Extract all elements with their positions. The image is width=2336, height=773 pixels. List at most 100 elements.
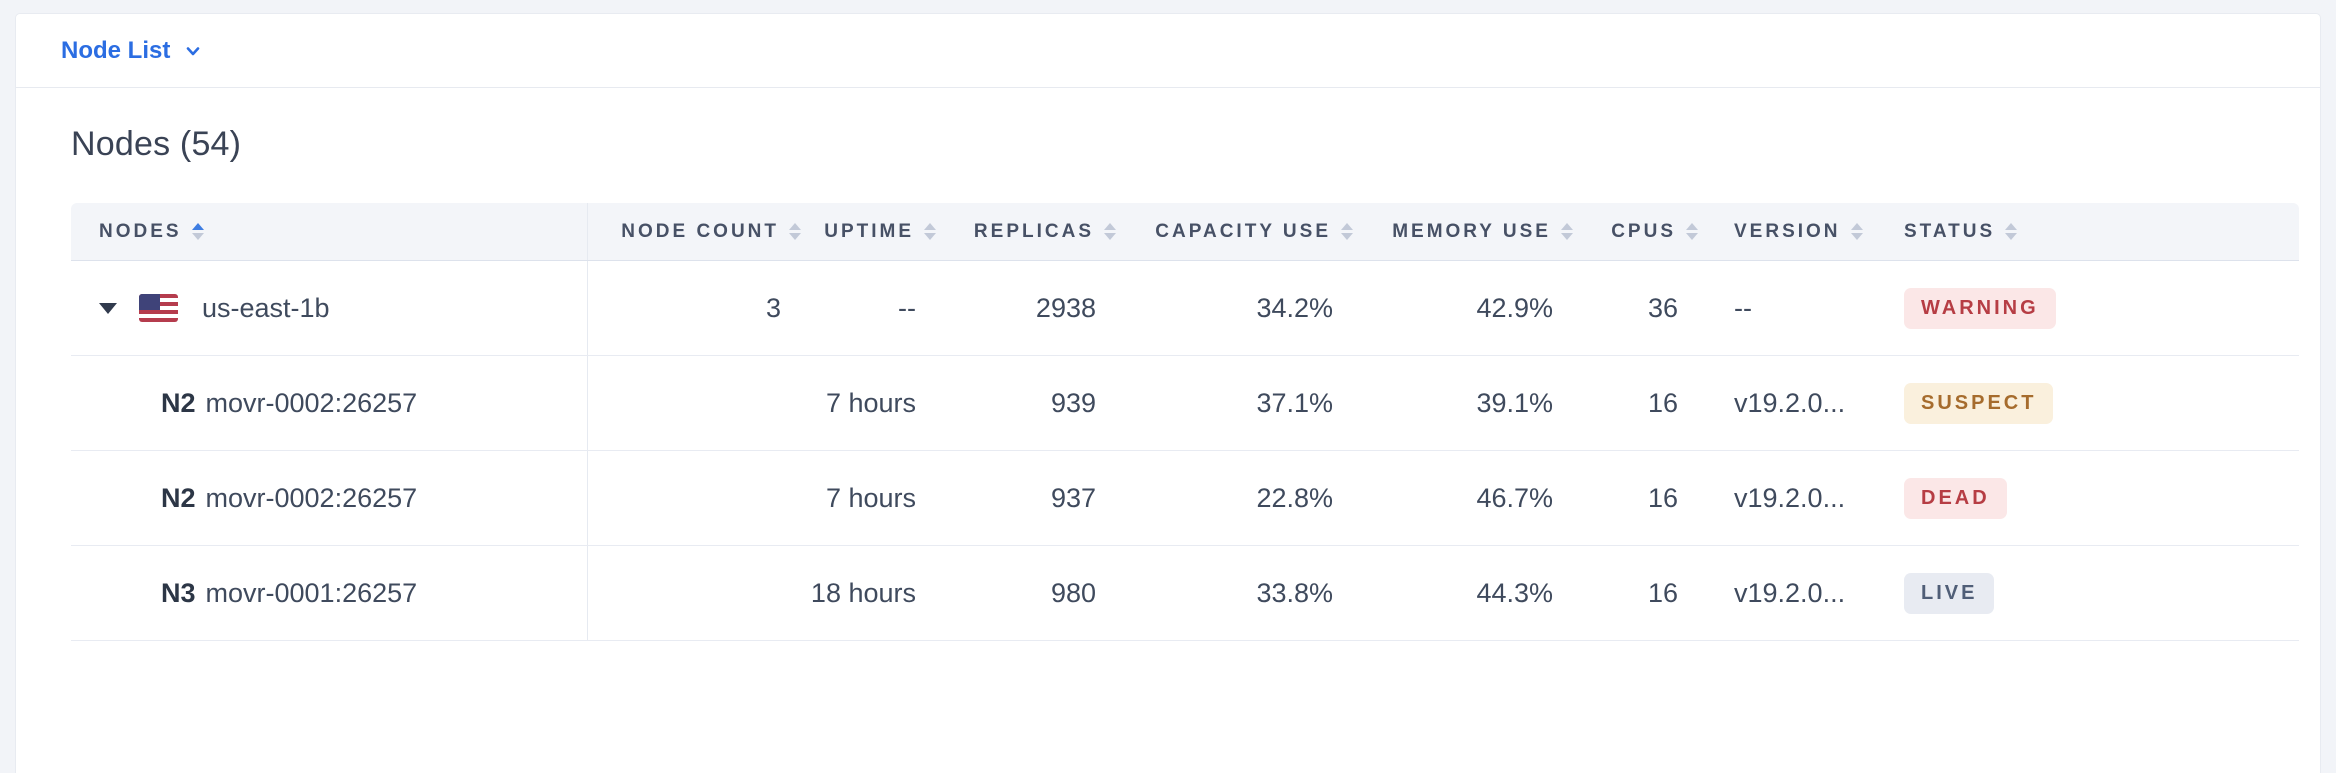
column-header-status[interactable]: STATUS	[1889, 203, 2299, 260]
sort-arrow-up-icon	[1341, 223, 1353, 230]
region-name: us-east-1b	[202, 292, 330, 323]
capacity-use-cell: 22.8%	[1256, 482, 1333, 513]
status-badge: LIVE	[1904, 572, 1995, 614]
version-cell: v19.2.0...	[1734, 387, 1846, 418]
cpus-cell: 16	[1647, 577, 1678, 608]
column-header-memory-use[interactable]: MEMORY USE	[1353, 203, 1573, 260]
table-row-node[interactable]: N3 movr-0001:26257 18 hours 980 33.8% 44.3% 16…	[71, 546, 2299, 641]
column-header-cpus[interactable]: CPUS	[1573, 203, 1698, 260]
column-header-label: UPTIME	[824, 220, 914, 242]
sort-arrow-up-icon	[2005, 223, 2018, 230]
capacity-use-cell: 34.2%	[1256, 292, 1333, 323]
node-name-cell: N2 movr-0002:26257	[71, 451, 588, 545]
sort-arrow-down-icon	[2005, 233, 2018, 240]
uptime-cell: 18 hours	[810, 577, 916, 608]
sort-icon	[924, 223, 936, 240]
column-header-label: NODES	[99, 220, 182, 242]
node-list-dropdown[interactable]: Node List	[61, 37, 204, 65]
sort-arrow-up-icon	[924, 223, 936, 230]
replicas-cell: 980	[1050, 577, 1096, 608]
table-body: us-east-1b 3 -- 2938 34.2% 42.9% 36 -- WARNING N2…	[71, 261, 2299, 641]
node-id: N2	[161, 482, 196, 513]
sort-arrow-up-icon	[789, 223, 801, 230]
sort-icon	[1686, 223, 1698, 240]
column-header-label: CPUS	[1611, 220, 1676, 242]
page-title: Nodes (54)	[71, 125, 242, 163]
status-badge: DEAD	[1904, 477, 2007, 519]
column-header-nodes[interactable]: NODES	[71, 203, 588, 260]
column-header-node-count[interactable]: NODE COUNT	[588, 203, 801, 260]
node-id: N2	[161, 387, 196, 418]
uptime-cell: 7 hours	[825, 387, 916, 418]
sort-arrow-down-icon	[191, 233, 204, 240]
column-header-label: REPLICAS	[973, 220, 1094, 242]
status-cell: SUSPECT	[1889, 356, 2299, 450]
column-header-label: CAPACITY USE	[1155, 220, 1331, 242]
cpus-cell: 36	[1647, 292, 1678, 323]
cpus-cell: 16	[1647, 482, 1678, 513]
node-id: N3	[161, 577, 196, 608]
sort-arrow-down-icon	[1104, 233, 1116, 240]
table-row-node[interactable]: N2 movr-0002:26257 7 hours 939 37.1% 39.1% 16 v…	[71, 356, 2299, 451]
node-list-dropdown-label: Node List	[61, 36, 171, 64]
version-cell: --	[1734, 292, 1752, 323]
node-count-cell: 3	[765, 292, 781, 323]
status-cell: WARNING	[1889, 261, 2299, 355]
node-address: movr-0002:26257	[205, 482, 418, 513]
sort-arrow-up-icon	[1686, 223, 1698, 230]
sort-arrow-up-icon	[191, 223, 204, 230]
sort-icon	[1850, 223, 1863, 240]
memory-use-cell: 42.9%	[1476, 292, 1553, 323]
memory-use-cell: 44.3%	[1476, 577, 1553, 608]
sort-icon	[1561, 223, 1573, 240]
sort-arrow-down-icon	[1686, 233, 1698, 240]
table-row-node[interactable]: N2 movr-0002:26257 7 hours 937 22.8% 46.7% 16 v…	[71, 451, 2299, 546]
uptime-cell: 7 hours	[825, 482, 916, 513]
chevron-down-icon	[187, 46, 200, 55]
sort-arrow-down-icon	[1850, 233, 1863, 240]
capacity-use-cell: 37.1%	[1256, 387, 1333, 418]
column-header-replicas[interactable]: REPLICAS	[936, 203, 1116, 260]
node-address: movr-0001:26257	[205, 577, 418, 608]
node-list-card: Node List Nodes (54) NODES NODE COUNT UPTI…	[15, 13, 2321, 773]
version-cell: v19.2.0...	[1734, 577, 1846, 608]
sort-arrow-up-icon	[1561, 223, 1573, 230]
node-count-cell	[588, 356, 801, 450]
memory-use-cell: 39.1%	[1476, 387, 1553, 418]
sort-arrow-up-icon	[1850, 223, 1863, 230]
table-row-region[interactable]: us-east-1b 3 -- 2938 34.2% 42.9% 36 -- WARNING	[71, 261, 2299, 356]
sort-icon	[191, 223, 204, 240]
column-header-label: NODE COUNT	[621, 220, 779, 242]
sort-arrow-down-icon	[1341, 233, 1353, 240]
version-cell: v19.2.0...	[1734, 482, 1846, 513]
column-header-label: MEMORY USE	[1392, 220, 1551, 242]
column-header-version[interactable]: VERSION	[1698, 203, 1889, 260]
node-count-cell	[588, 451, 801, 545]
status-badge: SUSPECT	[1904, 382, 2054, 424]
sort-icon	[1341, 223, 1353, 240]
sort-icon	[1104, 223, 1116, 240]
expand-caret-icon[interactable]	[99, 302, 117, 314]
node-address: movr-0002:26257	[205, 387, 418, 418]
column-header-label: VERSION	[1734, 220, 1841, 242]
node-name-cell: N2 movr-0002:26257	[71, 356, 588, 450]
cpus-cell: 16	[1647, 387, 1678, 418]
sort-arrow-down-icon	[1561, 233, 1573, 240]
view-switcher-bar: Node List	[16, 14, 2320, 88]
us-flag-icon	[139, 294, 178, 322]
node-name-cell: N3 movr-0001:26257	[71, 546, 588, 640]
column-header-uptime[interactable]: UPTIME	[801, 203, 936, 260]
uptime-cell: --	[898, 292, 916, 323]
replicas-cell: 2938	[1035, 292, 1096, 323]
sort-arrow-up-icon	[1104, 223, 1116, 230]
column-header-capacity-use[interactable]: CAPACITY USE	[1116, 203, 1353, 260]
node-count-cell	[588, 546, 801, 640]
table-header-row: NODES NODE COUNT UPTIME REPLICAS CAPACITY US…	[71, 203, 2299, 261]
status-badge: WARNING	[1904, 287, 2056, 329]
replicas-cell: 937	[1050, 482, 1096, 513]
sort-icon	[2005, 223, 2018, 240]
status-cell: LIVE	[1889, 546, 2299, 640]
column-header-label: STATUS	[1904, 220, 1996, 242]
status-cell: DEAD	[1889, 451, 2299, 545]
node-name-cell: us-east-1b	[71, 261, 588, 355]
